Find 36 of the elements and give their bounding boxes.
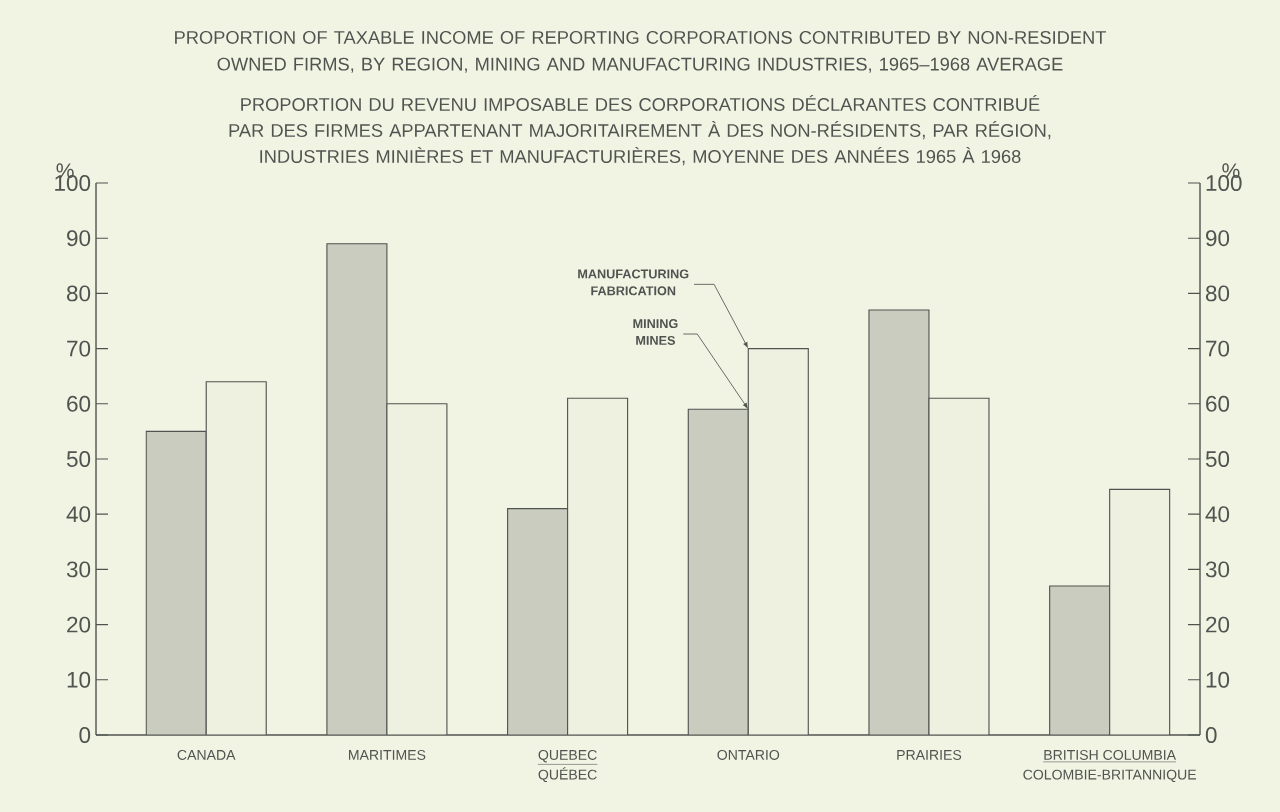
y2-tick-label: 60 [1206,395,1230,412]
x-tick-label: ONTARIO [717,749,780,760]
y-tick-label: 90 [67,230,91,247]
y-tick-label: 30 [66,561,91,578]
y2-tick-label: 90 [1206,230,1230,247]
y-tick-label: 60 [67,395,91,412]
annotation: MINES [636,335,675,345]
annotation: FABRICATION [591,286,676,296]
y-tick-label: 50 [66,451,91,467]
y2-tick-label: 20 [1206,616,1230,633]
bar [386,403,448,735]
bar [928,397,990,735]
text: MINING [633,319,678,329]
text: COLOMBIE-BRITANNIQUE [1023,769,1197,783]
y-tick-label: 10 [67,671,91,688]
y2-tick-label: 0 [1205,727,1217,743]
y-tick-label: 40 [66,506,91,523]
chart-title: PROPORTION OF TAXABLE INCOME OF REPORTING CORPORATIONS CONTRIBUTED BY NON-RESIDENT OWNED FIRMS, BY REGION, MINING AND MANUFACTURING INDUSTRIES, 1965–1968 AVERAGE [175,30,1106,73]
x-tick-label: CANADA [177,749,236,760]
y2-tick-label: 40 [1205,506,1230,523]
y-tick-label: 0 [79,727,91,743]
y-tick-label: 70 [67,340,91,357]
y-tick-label: 20 [67,616,91,633]
y2-tick-label: 10 [1206,671,1230,688]
x-tick-label: PRAIRIES [897,749,962,760]
text: QUÉBEC [538,767,597,783]
y2-tick-label: 30 [1205,561,1230,578]
x-tick-label: MARITIMES [349,749,426,760]
x-tick-label: QUEBEC [538,749,597,763]
x-tick-label: BRITISH COLUMBIA [1044,749,1177,760]
chart-subtitle: PROPORTION DU REVENU IMPOSABLE DES CORPORATIONS DÉCLARANTES CONTRIBUÉ PAR DES FIRMES APPARTENANT MAJORITAIREMENT À DES NON-RÉSIDENTS, PAR RÉGION, INDUSTRIES MINIÈRES ET MANUFACTURIÈRES, MOYENNE DES ANNÉES 1965 À 1968 [229,94,1051,166]
y2-tick-label: 70 [1206,340,1230,357]
text: MANUFACTURING [578,269,689,279]
y-tick-label: 80 [66,285,91,302]
y2-tick-label: 50 [1205,451,1230,467]
y2-tick-label: 80 [1205,285,1230,302]
